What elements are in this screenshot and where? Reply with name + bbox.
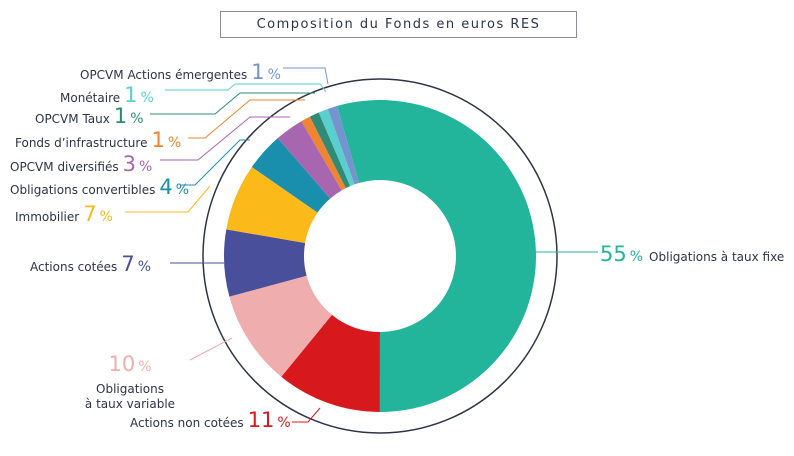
slice-name: Obligations à taux variable <box>84 382 176 411</box>
slice-value: 1% <box>251 60 281 84</box>
leader-line-6 <box>160 116 290 161</box>
slice-value: 1% <box>151 128 182 152</box>
outer-ring <box>202 78 558 434</box>
leader-line-4 <box>125 185 211 213</box>
slice-label-9: Monétaire 1% <box>60 83 154 107</box>
slice-value: 4% <box>159 175 190 199</box>
slice-name: Monétaire <box>60 91 121 105</box>
slice-label-4: Immobilier 7% <box>15 202 113 226</box>
slice-label-5: Obligations convertibles 4% <box>10 175 189 199</box>
slice-6 <box>277 121 342 199</box>
slice-value: 11% <box>247 408 291 432</box>
slice-1 <box>281 314 380 412</box>
slice-name: Fonds d’infrastructure <box>15 136 148 150</box>
slice-label-2: 10% Obligations à taux variable <box>75 352 185 412</box>
slice-3 <box>223 229 307 297</box>
slice-10 <box>327 106 360 185</box>
leader-line-9 <box>165 83 327 93</box>
leader-line-7 <box>188 99 305 139</box>
slice-label-10: OPCVM Actions émergentes 1% <box>80 60 281 84</box>
chart-title: Composition du Fonds en euros RES <box>220 11 577 38</box>
slice-name: Actions cotées <box>30 260 118 274</box>
slice-8 <box>309 112 351 189</box>
slice-value: 10% <box>108 352 152 376</box>
slice-name: Obligations convertibles <box>10 183 156 197</box>
slice-value: 55% <box>600 242 644 266</box>
slice-name: Obligations à taux fixe <box>649 250 785 264</box>
slice-label-3: Actions cotées 7% <box>30 252 151 276</box>
leader-line-2 <box>189 337 233 361</box>
slice-4 <box>226 166 318 244</box>
leader-line-10 <box>283 67 329 85</box>
slice-value: 3% <box>122 152 153 176</box>
slice-name: Immobilier <box>15 210 80 224</box>
leader-line-5 <box>180 139 250 186</box>
slice-label-6: OPCVM diversifiés 3% <box>10 152 152 176</box>
leader-line-8 <box>150 92 315 115</box>
slice-name: Actions non cotées <box>130 416 244 430</box>
slice-label-1: Actions non cotées 11% <box>130 408 291 432</box>
slice-label-8: OPCVM Taux 1% <box>35 104 144 128</box>
slice-name: OPCVM diversifiés <box>10 160 119 174</box>
slice-2 <box>229 275 332 377</box>
leader-line-1 <box>292 407 321 423</box>
slice-7 <box>301 116 346 191</box>
slice-value: 7% <box>121 252 151 276</box>
slice-value: 7% <box>83 202 113 226</box>
slice-0 <box>337 100 537 413</box>
slice-name: OPCVM Taux <box>35 112 110 126</box>
slice-value: 1% <box>113 104 144 128</box>
slice-5 <box>251 138 331 213</box>
slice-value: 1% <box>124 83 154 107</box>
slice-name: OPCVM Actions émergentes <box>80 68 248 82</box>
slice-9 <box>318 109 355 187</box>
slice-label-0: 55% Obligations à taux fixe <box>600 242 784 266</box>
slice-label-7: Fonds d’infrastructure 1% <box>15 128 181 152</box>
